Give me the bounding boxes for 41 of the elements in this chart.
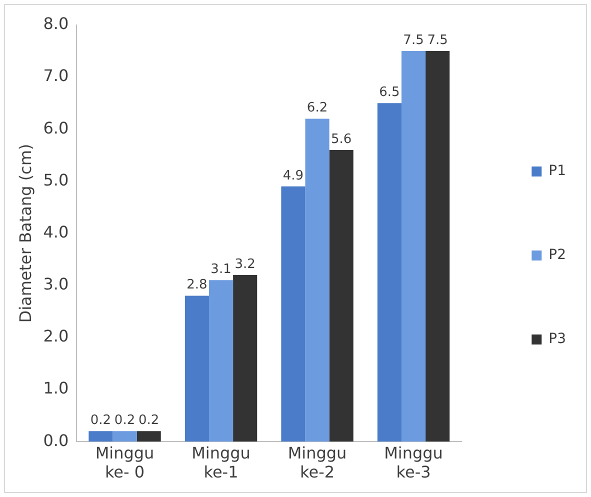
y-axis-title: Diameter Batang (cm) [16, 144, 35, 323]
bar [329, 150, 354, 442]
bar [208, 280, 234, 442]
legend-label: P1 [548, 163, 566, 180]
data-label: 6.2 [306, 100, 328, 116]
data-label: 0.2 [114, 413, 136, 428]
y-tick-label: 2.0 [43, 326, 69, 346]
x-tick-label: Minggu ke-3 [384, 443, 443, 482]
bar [377, 103, 402, 442]
bar [233, 274, 258, 442]
data-label: 0.2 [138, 413, 160, 428]
legend-label: P2 [548, 247, 566, 264]
data-label: 6.5 [379, 84, 400, 100]
data-label: 3.2 [234, 256, 256, 272]
y-tick-label: 7.0 [43, 66, 69, 86]
y-tick-label: 6.0 [43, 118, 69, 138]
x-tick-label: Minggu ke-2 [288, 443, 347, 482]
y-tick-label: 4.0 [43, 222, 69, 242]
bar [136, 431, 161, 442]
bar [184, 296, 209, 442]
data-label: 2.8 [186, 278, 208, 293]
y-tick-label: 8.0 [43, 14, 69, 34]
bar [112, 431, 137, 442]
data-label: 0.2 [90, 413, 112, 428]
y-tick-label: 3.0 [43, 274, 69, 294]
data-label: 4.9 [282, 168, 304, 184]
data-label: 7.5 [403, 32, 424, 48]
y-tick-label: 0.0 [43, 430, 69, 450]
data-label: 5.6 [330, 132, 352, 147]
x-tick-label: Minggu ke- 0 [95, 443, 154, 482]
y-tick-label: 5.0 [43, 170, 69, 190]
x-tick-label: Minggu ke-1 [192, 443, 250, 482]
legend-label: P3 [548, 331, 566, 348]
data-label: 7.5 [427, 32, 448, 48]
data-label: 3.1 [210, 262, 232, 278]
bar [305, 118, 330, 442]
bar [281, 186, 306, 442]
bar [88, 431, 113, 442]
y-tick-label: 1.0 [43, 378, 69, 398]
bar [401, 51, 426, 442]
bar [426, 51, 450, 442]
